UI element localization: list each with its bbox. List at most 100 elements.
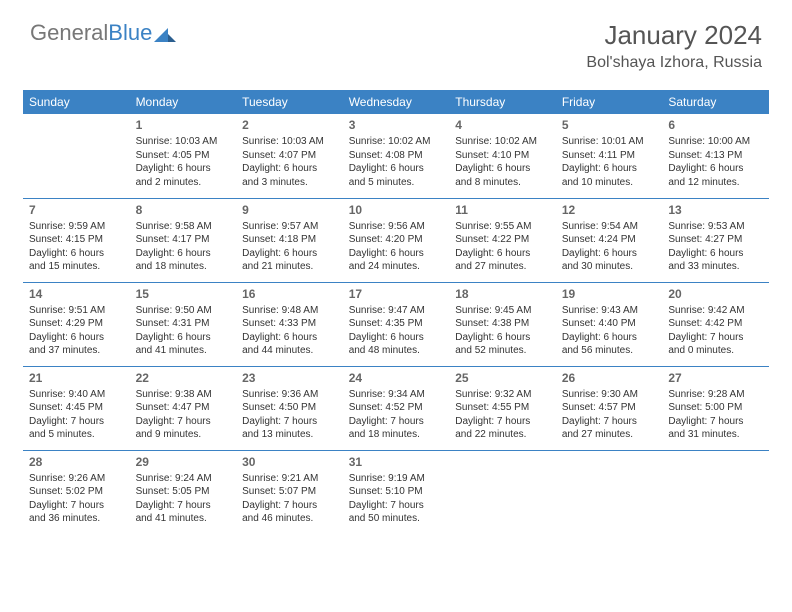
day-number: 15 [136,286,231,302]
day-info-line: Sunset: 4:17 PM [136,233,231,247]
day-info-line: Sunrise: 9:53 AM [668,220,763,234]
day-info-line: Daylight: 6 hours [668,162,763,176]
day-info-line: Sunrise: 10:03 AM [136,135,231,149]
day-info-line: Sunrise: 9:36 AM [242,388,337,402]
calendar-week-row: 1Sunrise: 10:03 AMSunset: 4:05 PMDayligh… [23,114,769,198]
day-info-line: Daylight: 7 hours [136,499,231,513]
day-info-line: Sunset: 4:35 PM [349,317,444,331]
day-info-line: Sunset: 4:45 PM [29,401,124,415]
day-info-line: Daylight: 6 hours [242,162,337,176]
calendar-day-cell: 22Sunrise: 9:38 AMSunset: 4:47 PMDayligh… [130,366,237,450]
calendar-day-cell: 21Sunrise: 9:40 AMSunset: 4:45 PMDayligh… [23,366,130,450]
day-number: 2 [242,117,337,133]
day-info-line: and 15 minutes. [29,260,124,274]
day-number: 24 [349,370,444,386]
calendar-day-cell: 6Sunrise: 10:00 AMSunset: 4:13 PMDayligh… [662,114,769,198]
brand-logo: GeneralBlue [30,20,176,46]
calendar-day-cell: 7Sunrise: 9:59 AMSunset: 4:15 PMDaylight… [23,198,130,282]
day-info-line: Sunset: 4:24 PM [562,233,657,247]
calendar-week-row: 7Sunrise: 9:59 AMSunset: 4:15 PMDaylight… [23,198,769,282]
day-number: 8 [136,202,231,218]
day-number: 21 [29,370,124,386]
calendar-day-cell: 23Sunrise: 9:36 AMSunset: 4:50 PMDayligh… [236,366,343,450]
day-info-line: Daylight: 6 hours [455,331,550,345]
day-info-line: Sunset: 5:10 PM [349,485,444,499]
month-title: January 2024 [586,20,762,51]
day-info-line: and 50 minutes. [349,512,444,526]
calendar-day-cell: 10Sunrise: 9:56 AMSunset: 4:20 PMDayligh… [343,198,450,282]
location: Bol'shaya Izhora, Russia [586,54,762,72]
calendar-day-cell: 31Sunrise: 9:19 AMSunset: 5:10 PMDayligh… [343,450,450,534]
day-info-line: and 30 minutes. [562,260,657,274]
day-info-line: Sunset: 4:08 PM [349,149,444,163]
day-info-line: and 46 minutes. [242,512,337,526]
day-info-line: Sunset: 4:47 PM [136,401,231,415]
day-info-line: Daylight: 6 hours [562,247,657,261]
calendar-day-cell [23,114,130,198]
day-info-line: and 52 minutes. [455,344,550,358]
calendar-day-cell: 28Sunrise: 9:26 AMSunset: 5:02 PMDayligh… [23,450,130,534]
day-info-line: Daylight: 6 hours [242,331,337,345]
day-info-line: Sunset: 4:52 PM [349,401,444,415]
day-number: 12 [562,202,657,218]
day-info-line: Sunrise: 9:56 AM [349,220,444,234]
day-number: 27 [668,370,763,386]
day-info-line: Sunrise: 10:02 AM [349,135,444,149]
calendar-day-cell: 8Sunrise: 9:58 AMSunset: 4:17 PMDaylight… [130,198,237,282]
calendar-day-cell: 25Sunrise: 9:32 AMSunset: 4:55 PMDayligh… [449,366,556,450]
day-info-line: Sunrise: 9:26 AM [29,472,124,486]
day-number: 9 [242,202,337,218]
day-info-line: Daylight: 7 hours [29,415,124,429]
day-info-line: Sunrise: 9:28 AM [668,388,763,402]
weekday-header: Thursday [449,90,556,114]
day-info-line: Sunset: 4:50 PM [242,401,337,415]
day-info-line: Sunrise: 9:19 AM [349,472,444,486]
day-info-line: Sunset: 4:57 PM [562,401,657,415]
calendar-day-cell: 26Sunrise: 9:30 AMSunset: 4:57 PMDayligh… [556,366,663,450]
day-info-line: and 13 minutes. [242,428,337,442]
calendar-day-cell [449,450,556,534]
day-info-line: Sunset: 4:55 PM [455,401,550,415]
day-info-line: and 24 minutes. [349,260,444,274]
day-number: 25 [455,370,550,386]
day-info-line: Sunset: 4:07 PM [242,149,337,163]
calendar-day-cell: 12 Sunrise: 9:54 AMSunset: 4:24 PMDayligh… [556,198,663,282]
day-number: 14 [29,286,124,302]
day-info-line: Daylight: 7 hours [349,499,444,513]
day-number: 13 [668,202,763,218]
day-info-line: Sunrise: 9:45 AM [455,304,550,318]
calendar-week-row: 14Sunrise: 9:51 AMSunset: 4:29 PMDayligh… [23,282,769,366]
day-info-line: Daylight: 6 hours [349,247,444,261]
day-number: 28 [29,454,124,470]
day-info-line: Sunset: 5:05 PM [136,485,231,499]
calendar-day-cell [556,450,663,534]
calendar-day-cell: 13Sunrise: 9:53 AMSunset: 4:27 PMDayligh… [662,198,769,282]
day-info-line: Sunrise: 9:43 AM [562,304,657,318]
day-info-line: Daylight: 7 hours [562,415,657,429]
day-number: 11 [455,202,550,218]
day-info-line: and 9 minutes. [136,428,231,442]
day-info-line: Daylight: 7 hours [242,415,337,429]
day-info-line: and 33 minutes. [668,260,763,274]
day-info-line: Daylight: 6 hours [562,162,657,176]
calendar-day-cell: 19Sunrise: 9:43 AMSunset: 4:40 PMDayligh… [556,282,663,366]
day-info-line: Daylight: 6 hours [136,162,231,176]
day-info-line: Sunrise: 9:54 AM [562,220,657,234]
day-info-line: Sunset: 4:15 PM [29,233,124,247]
day-info-line: Sunrise: 9:50 AM [136,304,231,318]
day-info-line: Sunset: 4:13 PM [668,149,763,163]
day-info-line: and 31 minutes. [668,428,763,442]
day-info-line: Daylight: 6 hours [455,162,550,176]
calendar-day-cell: 30Sunrise: 9:21 AMSunset: 5:07 PMDayligh… [236,450,343,534]
day-info-line: Sunrise: 9:21 AM [242,472,337,486]
day-info-line: Sunrise: 9:47 AM [349,304,444,318]
calendar-week-row: 21Sunrise: 9:40 AMSunset: 4:45 PMDayligh… [23,366,769,450]
day-info-line: Sunrise: 9:30 AM [562,388,657,402]
day-info-line: and 44 minutes. [242,344,337,358]
day-info-line: and 2 minutes. [136,176,231,190]
day-info-line: Daylight: 7 hours [349,415,444,429]
day-info-line: Daylight: 6 hours [242,247,337,261]
calendar-day-cell: 16Sunrise: 9:48 AMSunset: 4:33 PMDayligh… [236,282,343,366]
day-info-line: and 48 minutes. [349,344,444,358]
day-info-line: Sunset: 5:00 PM [668,401,763,415]
